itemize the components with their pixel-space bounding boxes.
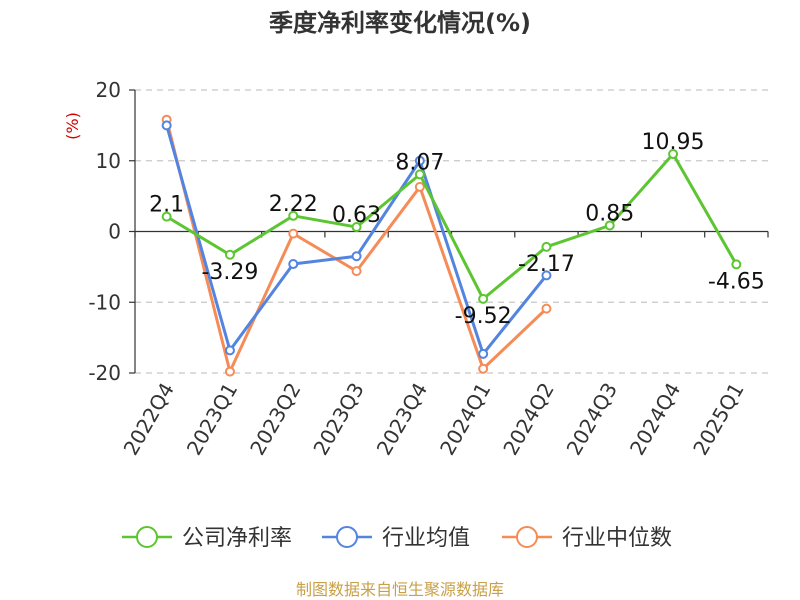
legend: 公司净利率 行业均值 行业中位数 xyxy=(122,526,672,551)
series-0-point xyxy=(668,149,679,160)
y-tick-label: -20 xyxy=(88,361,121,385)
series-1-point xyxy=(288,259,299,270)
legend-item[interactable]: 行业中位数 xyxy=(502,526,672,551)
series-2-point xyxy=(224,366,235,377)
series-1-point xyxy=(351,251,362,262)
legend-swatch-marker xyxy=(136,526,158,548)
x-tick-label: 2024Q2 xyxy=(498,379,558,460)
data-label: -2.17 xyxy=(518,252,575,277)
source-note: 制图数据来自恒生聚源数据库 xyxy=(296,580,504,599)
series-0 xyxy=(161,149,742,304)
x-tick-label: 2025Q1 xyxy=(688,379,748,460)
x-axis-ticks: 2022Q4 2023Q1 2023Q2 2023Q3 2023Q4 2024Q1 2024… xyxy=(119,379,749,460)
x-tick-label: 2023Q2 xyxy=(245,379,305,460)
series-0-point xyxy=(541,241,552,252)
series-2-point xyxy=(288,228,299,239)
y-axis-unit-label: (%) xyxy=(63,112,82,140)
series-2-point xyxy=(478,363,489,374)
data-label: 2.1 xyxy=(149,193,184,218)
y-tick-label: -10 xyxy=(88,290,121,314)
series-0-point xyxy=(731,259,742,270)
series-1-point xyxy=(224,345,235,356)
data-label: -9.52 xyxy=(455,304,512,329)
legend-item[interactable]: 公司净利率 xyxy=(122,526,292,551)
legend-label: 行业均值 xyxy=(382,526,470,551)
data-label: -4.65 xyxy=(708,269,765,294)
series-0-line xyxy=(165,152,738,301)
series-0-point xyxy=(478,293,489,304)
x-tick-label: 2024Q1 xyxy=(435,379,495,460)
x-tick-label: 2024Q4 xyxy=(625,379,685,460)
series-0-point xyxy=(604,220,615,231)
legend-swatch-marker xyxy=(516,526,538,548)
series-group xyxy=(161,114,742,377)
data-label: 10.95 xyxy=(642,130,705,155)
x-tick-label: 2023Q1 xyxy=(182,379,242,460)
x-tick-label: 2023Q4 xyxy=(372,379,432,460)
y-axis-ticks: 20 10 0 -10 -20 xyxy=(88,78,135,385)
series-1-point xyxy=(478,348,489,359)
series-2-line xyxy=(165,119,548,374)
series-2-point xyxy=(414,181,425,192)
legend-item[interactable]: 行业均值 xyxy=(322,526,470,551)
series-2-point xyxy=(351,266,362,277)
series-1-point xyxy=(414,155,425,166)
x-tick-label: 2024Q3 xyxy=(562,379,622,460)
y-tick-label: 10 xyxy=(96,149,121,173)
legend-swatch-marker xyxy=(336,526,358,548)
series-2-point xyxy=(541,303,552,314)
data-label: 0.63 xyxy=(332,203,381,228)
y-tick-label: 0 xyxy=(108,220,121,244)
x-tick-label: 2023Q3 xyxy=(308,379,368,460)
series-1-point xyxy=(161,120,172,131)
data-label: 2.22 xyxy=(269,192,318,217)
series-1 xyxy=(161,120,552,359)
series-0-point xyxy=(414,169,425,180)
data-label: -3.29 xyxy=(201,260,258,285)
series-1-point xyxy=(541,270,552,281)
series-2 xyxy=(161,114,552,377)
data-label: 8.07 xyxy=(395,150,444,175)
data-labels: 2.1 -3.29 2.22 0.63 8.07 -9.52 -2.17 0.85 10.95 -… xyxy=(149,130,765,329)
data-label: 0.85 xyxy=(585,201,634,226)
legend-label: 行业中位数 xyxy=(562,526,672,551)
series-0-point xyxy=(161,211,172,222)
legend-label: 公司净利率 xyxy=(182,526,292,551)
chart-title: 季度净利率变化情况(%) xyxy=(269,9,531,37)
series-0-point xyxy=(224,249,235,260)
y-tick-label: 20 xyxy=(96,78,121,102)
series-0-point xyxy=(351,222,362,233)
x-tick-label: 2022Q4 xyxy=(119,379,179,460)
series-0-point xyxy=(288,210,299,221)
